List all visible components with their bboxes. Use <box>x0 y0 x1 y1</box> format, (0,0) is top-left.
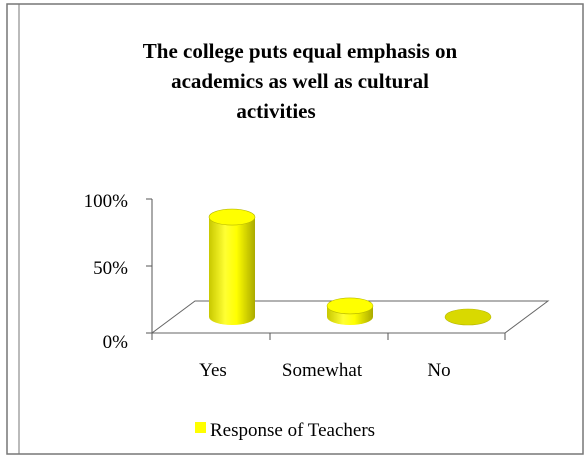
x-label-somewhat: Somewhat <box>282 360 363 381</box>
x-label-no: No <box>427 360 450 381</box>
y-tick-label-50: 50% <box>93 258 128 279</box>
bar-top <box>208 208 256 226</box>
legend-label: Response of Teachers <box>210 420 375 441</box>
chart-border <box>6 3 584 455</box>
bar-somewhat <box>326 297 374 325</box>
bar-body <box>209 217 255 325</box>
bar-top <box>444 308 492 326</box>
x-label-yes: Yes <box>199 360 227 381</box>
chart-title-line-2: academics as well as cultural <box>171 69 429 93</box>
legend-swatch <box>195 422 206 433</box>
y-tick-label-0: 0% <box>103 332 129 353</box>
bar-no <box>444 308 492 326</box>
chart-title-line-1: The college puts equal emphasis on <box>143 39 458 63</box>
chart-title-line-3: activities <box>236 99 315 123</box>
bar-top <box>326 297 374 315</box>
y-tick-label-100: 100% <box>84 191 129 212</box>
bars-group <box>208 208 492 326</box>
bar-yes <box>208 208 256 325</box>
